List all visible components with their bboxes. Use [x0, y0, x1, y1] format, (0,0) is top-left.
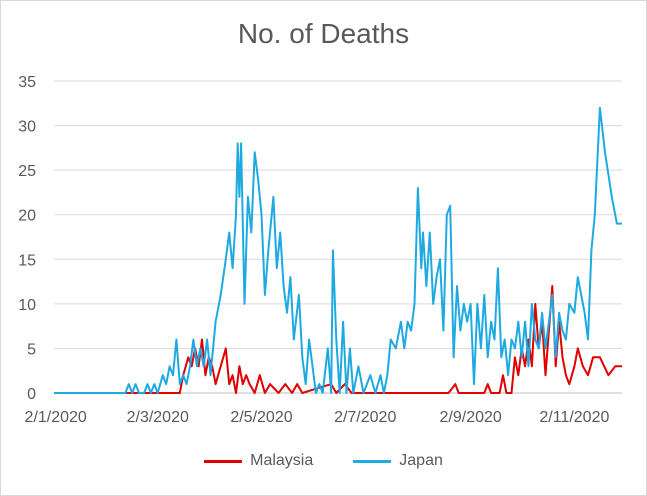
legend-swatch-malaysia — [204, 459, 243, 463]
y-tick-label: 5 — [27, 341, 36, 358]
y-tick-label: 35 — [18, 74, 36, 91]
x-tick-label: 2/7/2020 — [334, 409, 396, 426]
legend: Malaysia Japan — [0, 452, 647, 470]
series-line-japan — [54, 106, 622, 394]
x-tick-label: 2/3/2020 — [127, 409, 189, 426]
legend-label-japan: Japan — [399, 452, 443, 469]
legend-label-malaysia: Malaysia — [250, 452, 314, 469]
y-axis: 0 5 10 15 20 25 30 35 — [18, 74, 36, 403]
x-tick-label: 2/11/2020 — [539, 409, 609, 426]
y-tick-label: 30 — [18, 119, 36, 136]
x-tick-label: 2/1/2020 — [25, 409, 87, 426]
y-tick-label: 10 — [18, 297, 36, 314]
y-tick-label: 15 — [18, 252, 36, 269]
x-tick-label: 2/5/2020 — [230, 409, 292, 426]
legend-swatch-japan — [353, 459, 392, 463]
series-line-malaysia — [54, 285, 622, 394]
gridlines — [54, 80, 622, 394]
legend-item-japan: Japan — [353, 452, 443, 470]
chart-title: No. of Deaths — [237, 18, 410, 49]
y-tick-label: 25 — [18, 163, 36, 180]
x-tick-label: 2/9/2020 — [440, 409, 502, 426]
series-lines — [54, 106, 622, 394]
x-axis: 2/1/2020 2/3/2020 2/5/2020 2/7/2020 2/9/2020… — [25, 409, 610, 426]
y-tick-label: 0 — [27, 386, 36, 403]
legend-item-malaysia: Malaysia — [204, 452, 313, 470]
y-tick-label: 20 — [18, 208, 36, 225]
